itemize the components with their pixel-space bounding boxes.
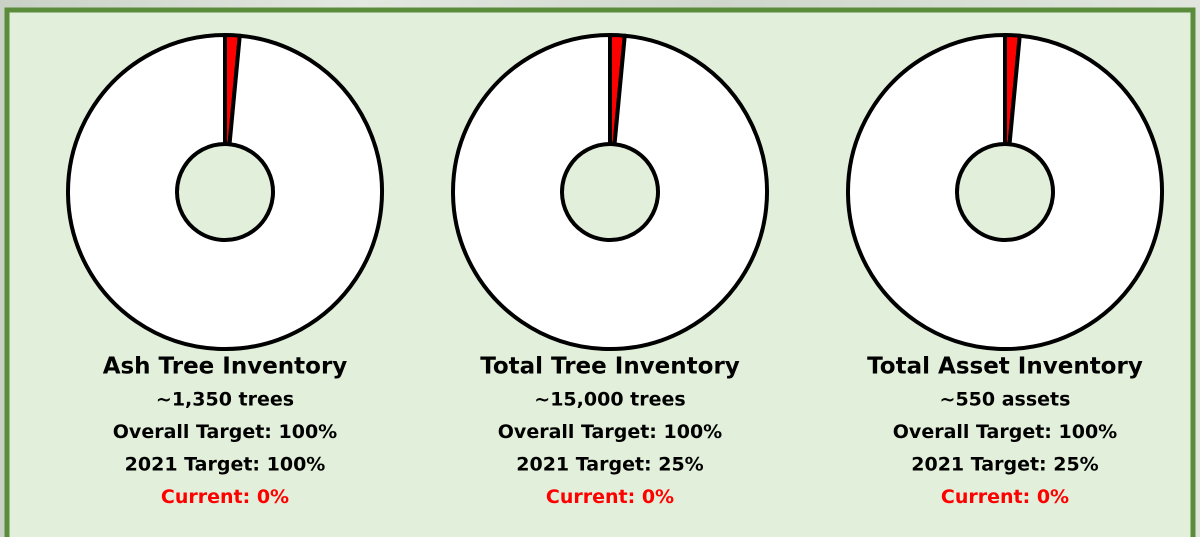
annotation: 2021 Target: 25% [911, 454, 1098, 476]
annotation: ~15,000 trees [534, 389, 685, 411]
annotation: ~1,350 trees [156, 389, 294, 411]
annotation: Overall Target: 100% [113, 421, 337, 443]
annotation: Current: 0% [161, 486, 289, 508]
annotation: Current: 0% [941, 486, 1069, 508]
chart-title: Ash Tree Inventory [103, 354, 348, 380]
donut-segment [451, 33, 769, 351]
chart-title: Total Tree Inventory [480, 354, 740, 380]
annotation: ~550 assets [940, 389, 1071, 411]
annotation: 2021 Target: 100% [125, 454, 326, 476]
annotation: Current: 0% [546, 486, 674, 508]
annotation: Overall Target: 100% [893, 421, 1117, 443]
annotation: Overall Target: 100% [498, 421, 722, 443]
donut-segment [846, 33, 1164, 351]
donut-segment [66, 33, 384, 351]
chart-title: Total Asset Inventory [867, 354, 1143, 380]
annotation: 2021 Target: 25% [516, 454, 703, 476]
